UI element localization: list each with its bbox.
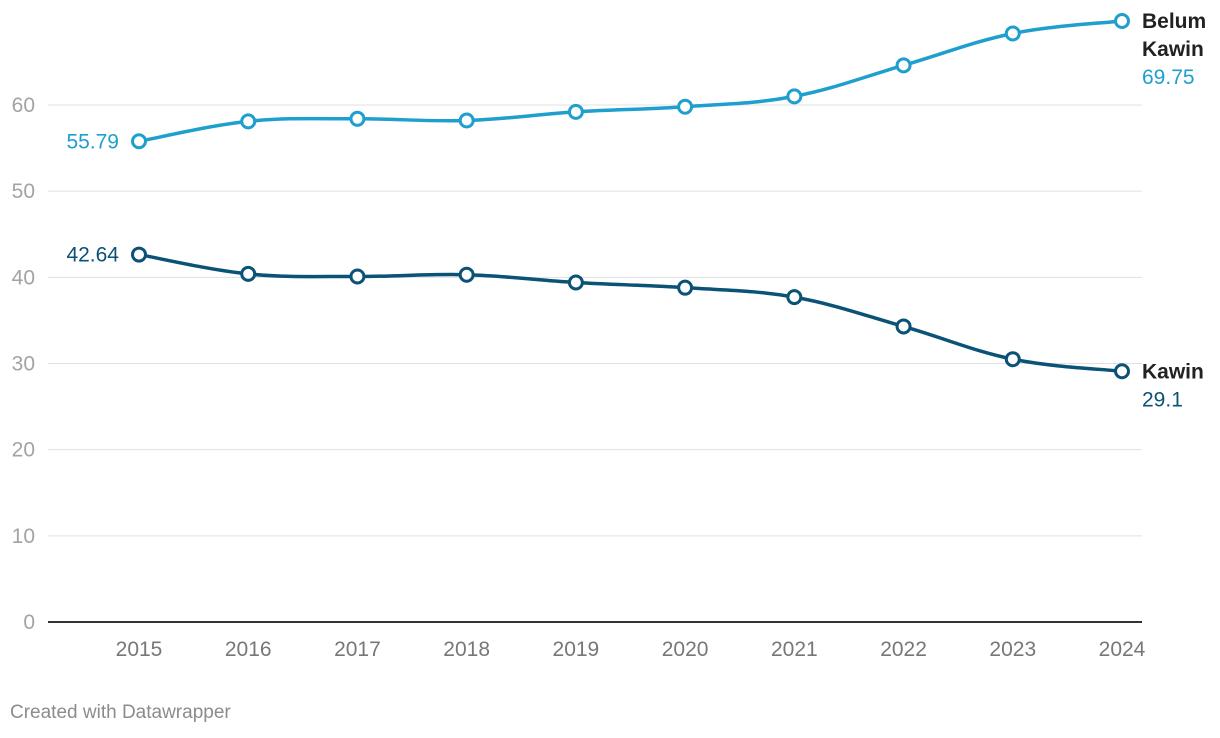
- x-tick-label: 2018: [443, 638, 490, 661]
- data-point: [677, 98, 694, 115]
- x-tick-label: 2019: [553, 638, 600, 661]
- end-value-label: 29.1: [1142, 388, 1183, 411]
- x-tick-label: 2022: [880, 638, 927, 661]
- series-line-belum-kawin: [137, 19, 1124, 144]
- y-tick-label: 50: [12, 180, 35, 203]
- y-tick-label: 0: [23, 611, 35, 634]
- series-name-label: Belum: [1142, 10, 1206, 33]
- start-value-label: 55.79: [66, 130, 119, 153]
- end-value-label: 69.75: [1142, 66, 1195, 89]
- y-tick-label: 10: [12, 525, 35, 548]
- y-tick-label: 20: [12, 439, 35, 462]
- data-point: [567, 103, 584, 120]
- data-point: [786, 289, 803, 306]
- data-point: [458, 266, 475, 283]
- y-axis-tick-labels: 0 10 20 30 40 50 60: [12, 94, 35, 634]
- data-point: [677, 279, 694, 296]
- data-point: [131, 246, 147, 263]
- data-point: [349, 268, 366, 285]
- data-point: [131, 133, 147, 150]
- x-tick-label: 2021: [771, 638, 818, 661]
- x-tick-label: 2015: [116, 638, 163, 661]
- y-tick-label: 30: [12, 353, 35, 376]
- gridlines: [48, 104, 1142, 623]
- data-point: [567, 274, 584, 291]
- data-point: [895, 318, 912, 335]
- x-tick-label: 2024: [1099, 638, 1146, 661]
- x-tick-label: 2017: [334, 638, 381, 661]
- data-point: [1114, 12, 1130, 29]
- x-axis-tick-labels: 2015 2016 2017 2018 2019 2020 2021 2022 2023 2024: [116, 638, 1146, 661]
- data-point: [1004, 351, 1021, 368]
- y-tick-label: 40: [12, 266, 35, 289]
- data-point: [240, 265, 257, 282]
- x-tick-label: 2020: [662, 638, 709, 661]
- data-point: [349, 110, 366, 127]
- series-name-label: Kawin: [1142, 38, 1204, 61]
- series-lines: [137, 19, 1124, 374]
- data-point: [895, 57, 912, 74]
- credit-text: Created with Datawrapper: [10, 702, 231, 723]
- y-tick-label: 60: [12, 94, 35, 117]
- series-name-label: Kawin: [1142, 360, 1204, 383]
- data-point: [458, 112, 475, 129]
- data-point: [1004, 25, 1021, 42]
- x-tick-label: 2023: [989, 638, 1036, 661]
- start-value-label: 42.64: [66, 244, 119, 267]
- data-points: [131, 12, 1130, 380]
- data-labels: 55.79 Belum Kawin 69.75 42.64 Kawin 29.1: [66, 10, 1206, 411]
- data-point: [786, 88, 803, 105]
- series-line-kawin: [137, 252, 1124, 374]
- data-point: [1114, 363, 1130, 380]
- x-tick-label: 2016: [225, 638, 272, 661]
- data-point: [240, 113, 257, 130]
